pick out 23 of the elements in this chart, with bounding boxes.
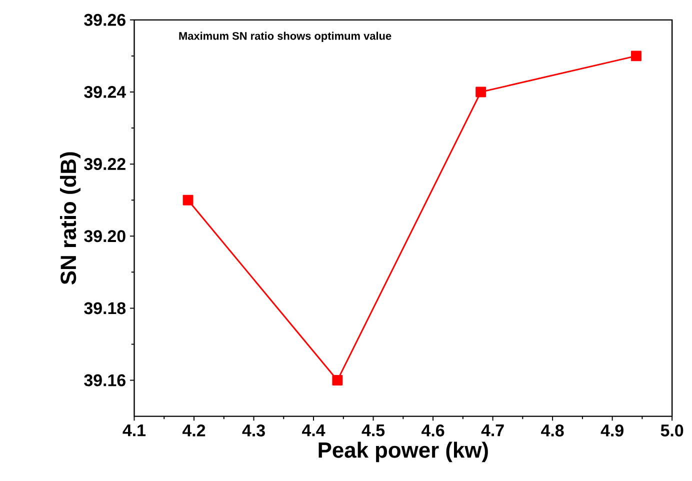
x-axis-title: Peak power (kw) [318, 442, 488, 462]
y-tick-label: 39.16 [84, 374, 126, 386]
y-tick-label: 39.18 [84, 302, 126, 314]
x-tick-label: 4.8 [541, 424, 564, 436]
y-axis-title: SN ratio (dB) [60, 152, 80, 284]
y-tick-label: 39.20 [84, 230, 126, 242]
x-tick-label: 4.7 [481, 424, 504, 436]
y-tick-label: 39.24 [84, 86, 126, 98]
x-tick-label: 4.4 [302, 424, 326, 436]
x-tick-label: 4.1 [122, 424, 146, 436]
x-tick-label: 4.9 [600, 424, 624, 436]
x-tick-label: 5.0 [660, 424, 684, 436]
point [476, 86, 486, 98]
x-tick-label: 4.2 [182, 424, 206, 436]
x-tick-label: 4.3 [242, 424, 265, 436]
y-tick-label: 39.22 [84, 158, 126, 170]
x-tick-label: 4.6 [422, 424, 444, 436]
point [182, 194, 194, 206]
point [630, 50, 642, 62]
point [332, 375, 343, 386]
x-tick-label: 4.5 [362, 424, 385, 436]
y-tick-label: 39.26 [84, 14, 126, 26]
annotation: Maximum SN ratio shows optimum value [179, 32, 392, 42]
